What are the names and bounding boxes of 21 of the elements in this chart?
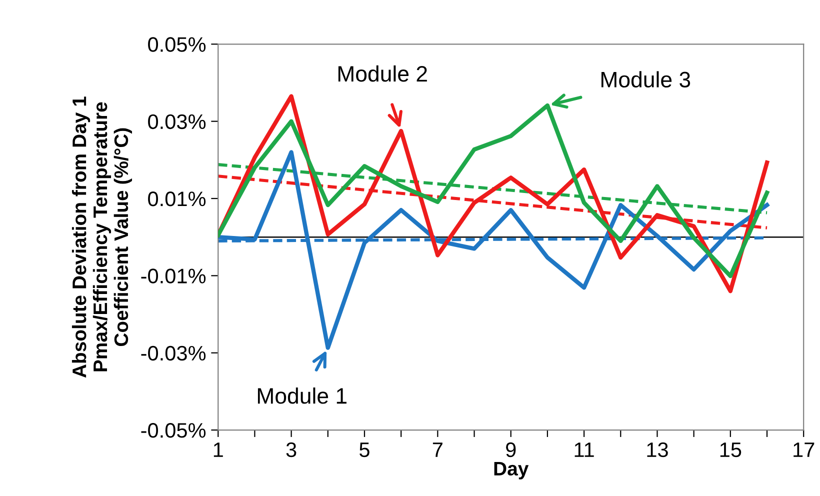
annotation: Module 2 — [338, 65, 427, 82]
y-tick-label: 0.05% — [148, 37, 206, 52]
x-tick-label: 9 — [506, 442, 516, 458]
y-tick-label: 0.03% — [148, 114, 206, 130]
x-tick-label: 5 — [360, 442, 370, 458]
line-series — [218, 150, 770, 350]
x-tick-label: 7 — [432, 442, 442, 457]
y-tick-label: -0.05% — [141, 423, 206, 438]
x-tick-label: 13 — [647, 442, 668, 458]
x-tick-label: 17 — [794, 442, 814, 457]
y-tick-label: -0.01% — [141, 268, 206, 284]
x-axis-title: Day — [494, 462, 529, 480]
y-tick-label: 0.01% — [148, 192, 206, 206]
annotation: Module 3 — [601, 71, 690, 88]
x-tick-label: 3 — [286, 442, 296, 458]
y-axis-title: Absolute Deviation from Day 1 Pmax/Efficiency Temperature Coefficient Value (%/°C) — [72, 96, 132, 378]
x-tick-label: 1 — [214, 442, 223, 457]
y-tick-label: -0.03% — [141, 346, 206, 361]
x-tick-label: 15 — [720, 442, 742, 458]
annotation: Module 1 — [258, 387, 346, 404]
x-tick-label: 11 — [574, 442, 594, 457]
